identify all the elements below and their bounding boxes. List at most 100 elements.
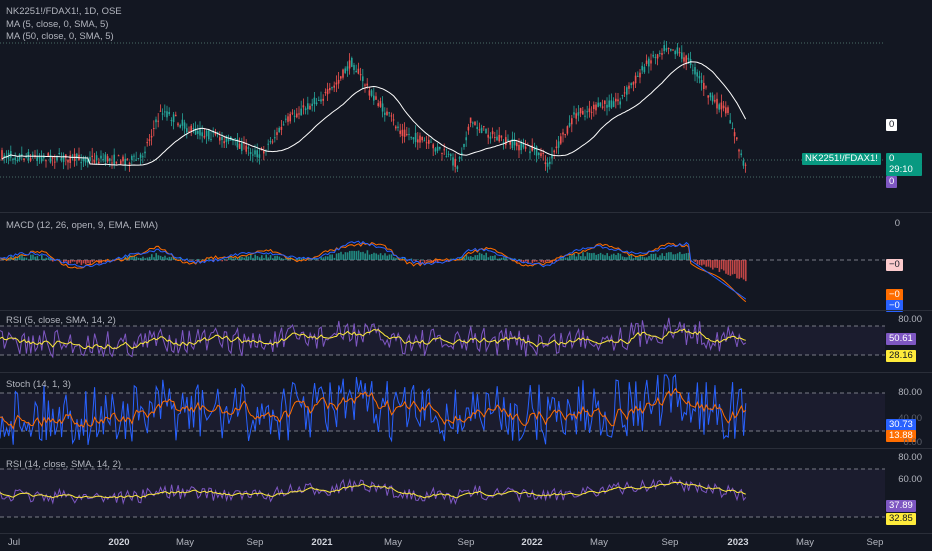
candle-body — [641, 66, 643, 71]
candle-body — [432, 144, 434, 148]
macd-histogram-bar — [424, 260, 426, 263]
stoch-legend[interactable]: Stoch (14, 1, 3) — [6, 379, 71, 390]
candle-body — [413, 137, 415, 139]
candle-body — [371, 90, 373, 96]
stoch-pane[interactable]: Stoch (14, 1, 3) 80.00 40.00 30.73 13.88… — [0, 373, 932, 448]
candle-body — [589, 108, 591, 112]
candle-body — [496, 137, 498, 141]
candle-body — [529, 151, 531, 153]
candle-body — [111, 163, 113, 164]
macd-legend[interactable]: MACD (12, 26, open, 9, EMA, EMA) — [6, 220, 158, 231]
candle-body — [463, 144, 465, 147]
candle-body — [727, 107, 729, 113]
candle-body — [377, 103, 379, 106]
macd-histogram-bar — [281, 258, 283, 260]
candle-body — [102, 159, 104, 160]
candle-body — [228, 139, 230, 141]
rsi5-pane[interactable]: RSI (5, close, SMA, 14, 2) 80.00 50.61 2… — [0, 311, 932, 372]
macd-histogram-bar — [83, 260, 85, 263]
candle-body — [241, 143, 243, 151]
macd-histogram-bar — [371, 254, 373, 260]
candle-body — [333, 86, 335, 88]
macd-histogram-bar — [85, 260, 87, 264]
macd-histogram-bar — [543, 260, 545, 263]
macd-histogram-bar — [545, 260, 547, 262]
macd-histogram-bar — [160, 256, 162, 260]
candle-body — [318, 100, 320, 101]
candle-body — [586, 111, 588, 112]
macd-histogram-bar — [250, 255, 252, 260]
macd-histogram-bar — [723, 260, 725, 271]
macd-histogram-bar — [155, 253, 157, 260]
macd-histogram-bar — [272, 258, 274, 260]
macd-histogram-bar — [197, 259, 199, 260]
macd-histogram-bar — [600, 253, 602, 260]
candle-body — [580, 108, 582, 113]
candle-body — [685, 56, 687, 64]
candle-body — [637, 76, 639, 77]
macd-histogram-bar — [169, 257, 171, 260]
macd-histogram-bar — [142, 257, 144, 260]
macd-histogram-bar — [263, 258, 265, 260]
macd-histogram-bar — [703, 260, 705, 265]
candle-body — [650, 60, 652, 63]
macd-histogram-bar — [712, 260, 714, 269]
macd-histogram-bar — [270, 255, 272, 260]
macd-pane[interactable]: MACD (12, 26, open, 9, EMA, EMA) 0 −0 −0… — [0, 213, 932, 310]
candle-body — [206, 131, 208, 137]
candle-body — [468, 127, 470, 131]
main-price-pane[interactable]: NK2251!/FDAX1!, 1D, OSE MA (5, close, 0,… — [0, 0, 932, 212]
time-axis-label: Sep — [458, 537, 475, 548]
candle-body — [149, 139, 151, 141]
candle-body — [124, 159, 126, 165]
candle-body — [17, 160, 19, 161]
candle-body — [138, 158, 140, 159]
candle-body — [399, 131, 401, 134]
macd-histogram-bar — [591, 253, 593, 260]
macd-histogram-bar — [589, 253, 591, 260]
macd-histogram-bar — [138, 258, 140, 260]
symbol-legend[interactable]: NK2251!/FDAX1!, 1D, OSE — [6, 6, 122, 17]
candle-body — [32, 154, 34, 155]
rsi14-canvas[interactable] — [0, 449, 932, 533]
candle-body — [525, 147, 527, 149]
candle-body — [494, 137, 496, 138]
candle-body — [30, 158, 32, 161]
candle-body — [705, 86, 707, 87]
rsi14-legend[interactable]: RSI (14, close, SMA, 14, 2) — [6, 459, 121, 470]
macd-histogram-bar — [576, 256, 578, 260]
macd-histogram-bar — [48, 258, 50, 260]
candle-body — [36, 156, 38, 160]
candle-body — [604, 101, 606, 104]
macd-histogram-bar — [745, 260, 747, 281]
macd-histogram-bar — [151, 254, 153, 260]
macd-histogram-bar — [611, 255, 613, 260]
candle-body — [487, 135, 489, 138]
candle-body — [307, 103, 309, 109]
macd-histogram-bar — [94, 260, 96, 261]
candle-body — [146, 142, 148, 143]
candle-body — [446, 156, 448, 157]
macd-histogram-bar — [34, 257, 36, 260]
macd-histogram-bar — [353, 251, 355, 260]
macd-histogram-bar — [435, 260, 437, 261]
ma50-legend[interactable]: MA (50, close, 0, SMA, 5) — [6, 31, 114, 42]
ma5-legend[interactable]: MA (5, close, 0, SMA, 5) — [6, 19, 108, 30]
candle-body — [459, 157, 461, 159]
stoch-canvas[interactable] — [0, 373, 932, 448]
macd-histogram-bar — [320, 257, 322, 260]
time-axis-label: May — [384, 537, 402, 548]
rsi5-canvas[interactable] — [0, 311, 932, 372]
macd-histogram-bar — [598, 254, 600, 260]
candle-body — [595, 105, 597, 111]
macd-histogram-bar — [237, 259, 239, 260]
macd-histogram-bar — [193, 259, 195, 260]
rsi14-pane[interactable]: RSI (14, close, SMA, 14, 2) 80.00 60.00 … — [0, 449, 932, 533]
candle-body — [397, 127, 399, 128]
candle-body — [1, 150, 3, 159]
price-chart-canvas[interactable] — [0, 0, 932, 212]
macd-histogram-bar — [45, 258, 47, 260]
rsi5-legend[interactable]: RSI (5, close, SMA, 14, 2) — [6, 315, 116, 326]
candle-body — [646, 61, 648, 64]
